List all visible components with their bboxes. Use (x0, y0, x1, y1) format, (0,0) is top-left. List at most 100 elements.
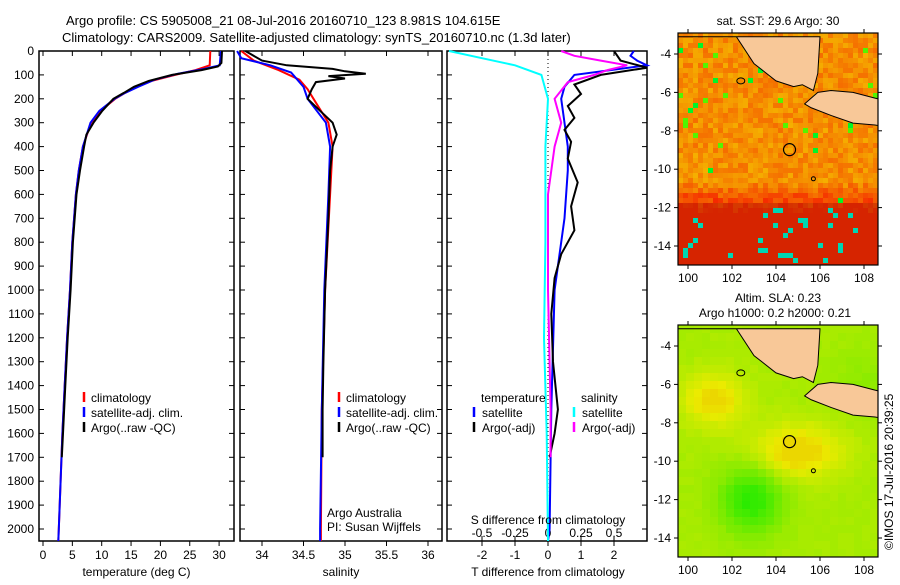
map-cell (846, 365, 854, 373)
map-cell (763, 158, 768, 163)
map-cell (753, 63, 758, 68)
map-cell (854, 485, 862, 493)
map-cell (830, 365, 838, 373)
map-cell (790, 389, 798, 397)
map-cell (774, 517, 782, 525)
map-cell (703, 73, 708, 78)
map-cell (678, 453, 686, 461)
map-cell (798, 541, 806, 549)
map-cell (843, 168, 848, 173)
map-cell (790, 397, 798, 405)
map-cell (788, 258, 793, 263)
map-cell (833, 153, 838, 158)
map-cell (828, 248, 833, 253)
map-cell (733, 263, 738, 265)
map-cell (773, 213, 778, 218)
map-cell (808, 128, 813, 133)
map-cell (774, 461, 782, 469)
map-cell (683, 263, 688, 265)
map-cell (768, 193, 773, 198)
map-cell (693, 108, 698, 113)
map-cell (734, 525, 742, 533)
map-cell (742, 501, 750, 509)
map-cell (778, 263, 783, 265)
map-cell (738, 258, 743, 263)
map-cell (710, 461, 718, 469)
map-cell (806, 381, 814, 389)
map-cell (734, 357, 742, 365)
map-cell (846, 445, 854, 453)
map-cell (718, 203, 723, 208)
map-cell (728, 203, 733, 208)
map-cell (698, 233, 703, 238)
map-cell (838, 168, 843, 173)
map-cell (698, 53, 703, 58)
map-cell (678, 113, 683, 118)
map-cell (698, 93, 703, 98)
map-cell (774, 525, 782, 533)
map-cell (822, 357, 830, 365)
map-cell (868, 243, 873, 248)
map-cell (808, 143, 813, 148)
map-cell (718, 158, 723, 163)
map-cell (698, 253, 703, 258)
map-cell (728, 193, 733, 198)
map-cell (738, 73, 743, 78)
map-cell (783, 228, 788, 233)
map-cell (723, 98, 728, 103)
map-cell (763, 93, 768, 98)
map-cell (788, 138, 793, 143)
map-cell (763, 218, 768, 223)
map-cell (798, 381, 806, 389)
x2-tick-label: 0.25 (569, 526, 593, 540)
map-cell (723, 193, 728, 198)
map-cell (793, 128, 798, 133)
map-cell (748, 253, 753, 258)
map-cell (828, 228, 833, 233)
map-cell (718, 108, 723, 113)
map-cell (843, 223, 848, 228)
map-cell (862, 413, 870, 421)
map-cell (853, 88, 858, 93)
map-cell (858, 253, 863, 258)
map-cell (753, 213, 758, 218)
map-cell (788, 248, 793, 253)
map-cell (748, 78, 753, 83)
map-cell (853, 253, 858, 258)
map-cell (708, 228, 713, 233)
map-cell (750, 413, 758, 421)
map-cell (708, 178, 713, 183)
map-cell (742, 517, 750, 525)
map-cell (768, 103, 773, 108)
map-cell (738, 178, 743, 183)
map-cell (728, 198, 733, 203)
map-cell (718, 83, 723, 88)
map-cell (748, 258, 753, 263)
map-cell (753, 193, 758, 198)
map-cell (822, 509, 830, 517)
map-cell (702, 333, 710, 341)
map-cell (773, 88, 778, 93)
map-cell (763, 98, 768, 103)
map-cell (738, 158, 743, 163)
map-cell (763, 118, 768, 123)
map-cell (833, 168, 838, 173)
map-cell (790, 501, 798, 509)
map-cell (758, 218, 763, 223)
map-cell (678, 238, 683, 243)
map-cell (758, 168, 763, 173)
map-cell (790, 509, 798, 517)
map-cell (870, 437, 878, 445)
x-tick-label: 25 (183, 548, 197, 562)
map-cell (698, 113, 703, 118)
map-cell (838, 188, 843, 193)
map-cell (858, 203, 863, 208)
map-cell (713, 113, 718, 118)
map-cell (698, 203, 703, 208)
map-cell (733, 188, 738, 193)
map-cell (728, 53, 733, 58)
map-cell (858, 178, 863, 183)
map-cell (723, 258, 728, 263)
map-cell (793, 213, 798, 218)
map-cell (848, 63, 853, 68)
